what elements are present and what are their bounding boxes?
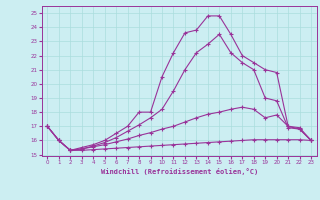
X-axis label: Windchill (Refroidissement éolien,°C): Windchill (Refroidissement éolien,°C) xyxy=(100,168,258,175)
